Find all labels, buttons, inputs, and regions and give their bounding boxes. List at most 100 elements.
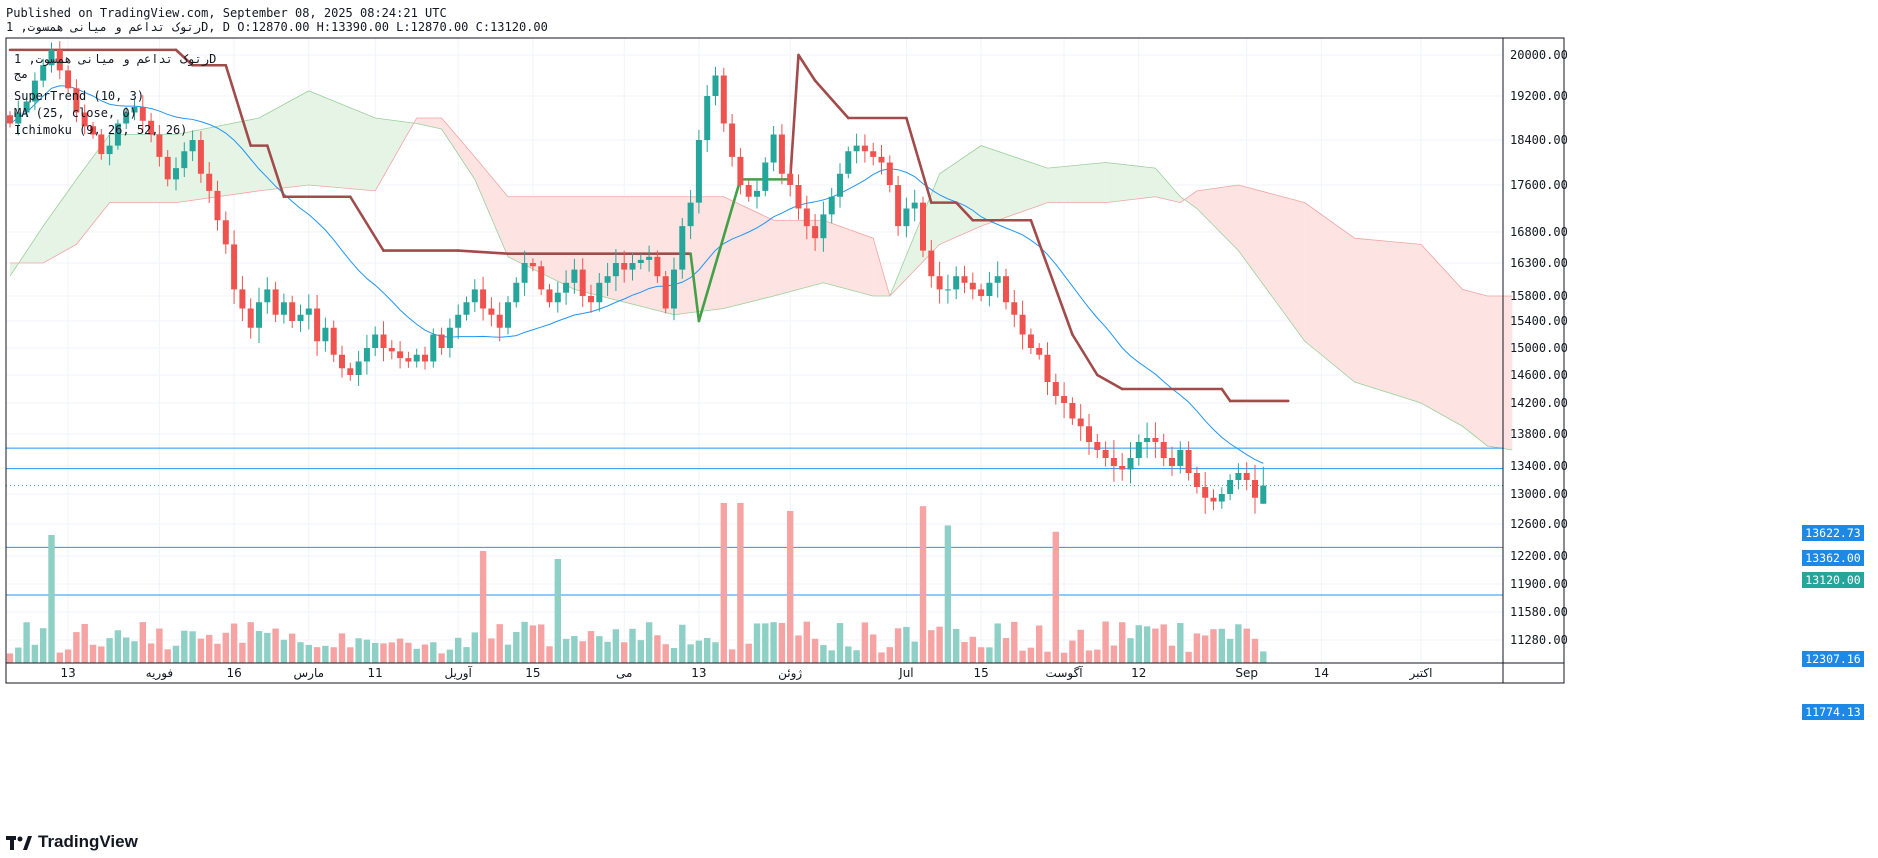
volume-bar: [413, 648, 420, 663]
volume-bar: [828, 650, 835, 663]
price-tick-label: 14200.00: [1510, 396, 1568, 410]
time-tick-label: 16: [226, 666, 241, 680]
volume-bar: [645, 622, 653, 663]
candle-body: [339, 354, 345, 369]
cloud-segment: [259, 90, 309, 191]
candle-body: [1094, 442, 1101, 450]
price-tick-label: 12600.00: [1510, 517, 1568, 531]
volume-bar: [795, 635, 802, 663]
candle-body: [272, 289, 279, 315]
cloud-segment: [1105, 162, 1156, 203]
volume-bar: [878, 652, 885, 663]
candle-body: [920, 202, 926, 251]
candle-body: [430, 334, 437, 362]
candle-body: [886, 162, 893, 185]
legend-supertrend[interactable]: SuperTrend (10, 3): [14, 89, 145, 103]
price-tick-label: 14600.00: [1510, 368, 1568, 382]
candle-body: [480, 289, 487, 309]
volume-bar: [621, 642, 628, 663]
candle-body: [687, 202, 694, 227]
volume-bar: [911, 641, 918, 663]
volume-bar: [89, 644, 97, 663]
volume-bar: [903, 626, 910, 663]
volume-bar: [936, 626, 943, 663]
volume-bar: [239, 642, 246, 663]
candle-body: [820, 214, 827, 239]
candle-body: [90, 126, 96, 135]
candle-body: [156, 134, 163, 157]
candle-body: [7, 115, 13, 124]
volume-bar: [405, 642, 412, 663]
candle-body: [737, 156, 744, 185]
price-axis: 11280.00 11580.00 11900.00 12200.00 12600.00…: [1510, 48, 1568, 647]
volume-bar: [870, 634, 877, 663]
volume-bar: [313, 647, 321, 663]
supertrend-segment: [905, 116, 933, 204]
price-tick-label: 11900.00: [1510, 577, 1568, 591]
volume-bar: [438, 653, 445, 663]
candle-body: [629, 263, 636, 270]
volume-bar: [222, 632, 229, 663]
volume-bar: [1152, 628, 1159, 663]
candle-body: [612, 263, 619, 277]
candle-body: [1260, 485, 1267, 504]
candle-body: [214, 190, 221, 221]
candle-body: [795, 185, 802, 209]
volume-bar: [289, 633, 296, 663]
candle-body: [546, 289, 553, 303]
volume-bar: [272, 628, 279, 663]
time-tick-label: اکتبر: [1409, 666, 1433, 681]
candle-body: [247, 308, 254, 328]
supertrend-segment: [697, 178, 742, 323]
legend-exchange: مج: [14, 67, 29, 81]
tradingview-logo[interactable]: TradingView: [6, 832, 138, 852]
volume-bar: [496, 624, 503, 663]
volume-bar: [513, 631, 520, 663]
candle-body: [853, 145, 860, 152]
candle-body: [1135, 442, 1142, 458]
time-tick-label: Jul: [898, 666, 913, 680]
candle-body: [65, 70, 72, 89]
cloud-segment: [1421, 244, 1463, 427]
volume-bar: [521, 621, 528, 663]
candle-body: [1003, 276, 1009, 303]
candle-body: [712, 75, 719, 96]
candle-body: [729, 123, 736, 157]
time-tick-label: آوریل: [445, 665, 473, 681]
price-tick-label: 11280.00: [1510, 633, 1568, 647]
volume-bar: [147, 643, 155, 663]
brand-name: TradingView: [38, 832, 138, 851]
price-tick-label: 13800.00: [1510, 427, 1568, 441]
volume-bar: [529, 625, 537, 663]
candle-body: [397, 351, 404, 359]
candle-body: [1252, 480, 1258, 498]
price-tick-label: 13400.00: [1510, 459, 1568, 473]
legend-ichimoku[interactable]: Ichimoku (9, 26, 52, 26): [14, 123, 188, 137]
volume-bar: [969, 636, 976, 663]
tradingview-logo-icon: [6, 835, 32, 850]
price-tick-label: 20000.00: [1510, 48, 1568, 62]
price-label-last: 13120.00: [1802, 572, 1864, 588]
volume-bar: [637, 640, 644, 663]
cloud-segment: [308, 90, 376, 191]
candle-body: [1036, 348, 1043, 355]
supertrend-segment: [1096, 373, 1124, 391]
candle-body: [571, 269, 578, 283]
candle-body: [1052, 382, 1059, 396]
volume-bar: [504, 644, 512, 663]
cloud-segment: [43, 179, 77, 263]
volume-bar: [587, 631, 595, 663]
candle-body: [1027, 334, 1034, 348]
price-tick-label: 15800.00: [1510, 289, 1568, 303]
supertrend-segment: [224, 63, 252, 147]
ma-line: [9, 85, 1264, 464]
time-axis: 13 فوریه 16 مارس 11 آوریل 15 می 13 ژوئن Jul 15 آگوست…: [60, 665, 1432, 681]
cloud-segment: [1462, 289, 1488, 446]
volume-bar: [1102, 621, 1109, 663]
legend-ma[interactable]: MA (25, close, 0): [14, 106, 137, 120]
volume-bar: [380, 643, 387, 663]
volume-bar: [1177, 623, 1184, 663]
volume-bar: [894, 628, 902, 663]
time-tick-label: ژوئن: [778, 666, 802, 681]
